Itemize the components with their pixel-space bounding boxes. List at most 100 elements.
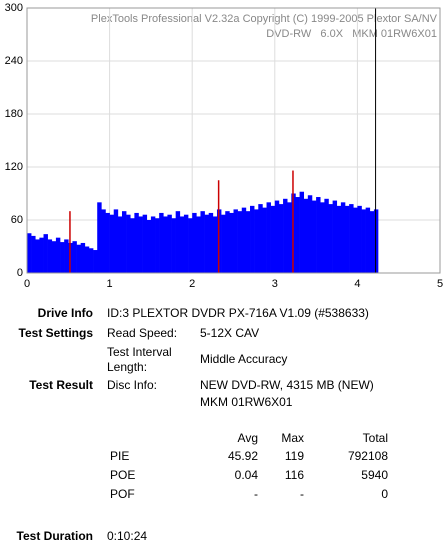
key: Test Interval Length:: [107, 345, 172, 374]
bar: [373, 209, 379, 273]
bar: [200, 211, 205, 273]
value: Middle Accuracy: [200, 352, 288, 366]
section-label: Drive Info: [37, 306, 93, 320]
bar: [43, 234, 48, 273]
value: NEW DVD-RW, 4315 MB (NEW): [200, 378, 374, 392]
bar: [204, 214, 210, 273]
bar: [155, 218, 160, 273]
bar: [274, 200, 280, 273]
x-tick-label: 3: [272, 278, 278, 290]
x-tick-label: 0: [24, 278, 30, 290]
value: 0:10:24: [107, 529, 148, 543]
bar: [365, 207, 371, 273]
stats-header: Max: [281, 431, 304, 445]
bar: [60, 242, 65, 273]
bar: [84, 246, 90, 273]
bar: [88, 248, 94, 273]
bar: [208, 212, 214, 273]
bar: [159, 212, 164, 273]
bar: [130, 218, 135, 273]
bar: [183, 214, 189, 273]
bar: [179, 216, 185, 273]
bar: [241, 207, 247, 273]
stats-cell: 119: [284, 449, 304, 463]
bar: [332, 200, 338, 273]
bar: [188, 218, 193, 273]
x-tick-label: 5: [437, 278, 443, 290]
bar: [237, 211, 243, 273]
bar: [229, 212, 234, 273]
bar: [105, 212, 110, 273]
x-tick-label: 1: [107, 278, 113, 290]
stats-row-label: POE: [110, 468, 136, 482]
y-tick-label: 240: [5, 55, 23, 67]
x-tick-label: 4: [354, 278, 360, 290]
bar: [76, 244, 81, 273]
value: ID:3 PLEXTOR DVDR PX-716A V1.09 (#538633…: [107, 306, 369, 320]
bar: [299, 191, 305, 273]
chart-title: PlexTools Professional V2.32a Copyright …: [91, 13, 438, 25]
bar: [146, 220, 152, 273]
bar: [171, 218, 176, 273]
bar: [295, 197, 300, 273]
key: Disc Info:: [107, 378, 158, 392]
bar: [93, 250, 98, 273]
stats-cell: 45.92: [227, 449, 258, 463]
bar: [134, 212, 139, 273]
bar: [196, 216, 201, 273]
bar: [369, 211, 375, 273]
bar: [35, 239, 40, 273]
stats-cell: 5940: [361, 468, 388, 482]
stats-cell: -: [300, 487, 304, 501]
bar: [126, 214, 131, 273]
stats-cell: -: [254, 487, 258, 501]
bar: [324, 198, 329, 273]
stats-row-label: PIE: [110, 449, 130, 463]
stats-header: Avg: [237, 431, 258, 445]
chart-subtitle: DVD-RW 6.0X MKM 01RW6X01: [266, 28, 437, 40]
bar: [250, 205, 255, 273]
stats-cell: 0: [381, 487, 388, 501]
bar: [349, 204, 354, 273]
bar: [101, 209, 106, 273]
bar: [117, 216, 123, 273]
stats-header: Total: [362, 431, 388, 445]
bar: [328, 204, 333, 273]
y-tick-label: 0: [17, 267, 23, 279]
bar: [320, 202, 325, 273]
bar: [192, 212, 197, 273]
bar: [336, 205, 342, 273]
y-tick-label: 120: [5, 161, 23, 173]
bar: [283, 198, 288, 273]
bar: [340, 202, 346, 273]
stats-cell: 0.04: [234, 468, 258, 482]
bar: [55, 237, 61, 273]
bar: [345, 205, 350, 273]
bar: [258, 204, 263, 273]
y-tick-label: 180: [5, 108, 23, 120]
bar: [357, 205, 362, 273]
section-label: Test Duration: [16, 529, 93, 543]
bar: [287, 202, 292, 273]
bar: [303, 198, 309, 273]
bar: [121, 211, 127, 273]
bar: [266, 202, 271, 273]
bar: [307, 195, 313, 273]
bar: [353, 207, 358, 273]
value: 5-12X CAV: [200, 326, 260, 340]
bar: [254, 209, 259, 273]
bar: [113, 209, 119, 273]
bar: [109, 214, 115, 273]
bar: [316, 197, 321, 273]
bar: [150, 216, 156, 273]
y-tick-label: 300: [5, 2, 23, 14]
bar: [361, 209, 366, 273]
bar: [39, 237, 44, 273]
stats-cell: 792108: [347, 449, 388, 463]
section-label: Test Settings: [18, 326, 93, 340]
bar: [163, 216, 168, 273]
bar: [262, 207, 267, 273]
bar: [27, 233, 32, 273]
bar: [47, 239, 53, 273]
